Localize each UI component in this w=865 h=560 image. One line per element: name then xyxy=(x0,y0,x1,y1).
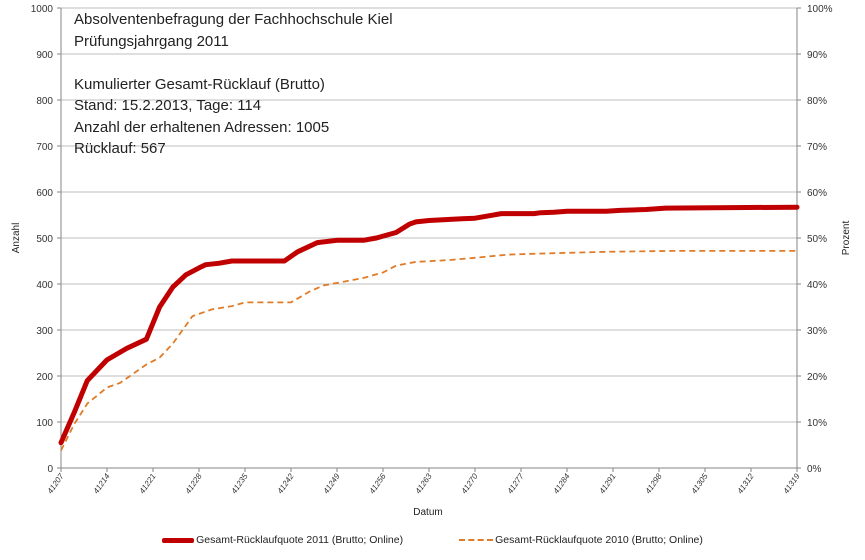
x-tick-label: 41270 xyxy=(460,472,480,496)
legend-label-2011: Gesamt-Rücklaufquote 2011 (Brutto; Onlin… xyxy=(196,534,404,546)
legend-label-2010: Gesamt-Rücklaufquote 2010 (Brutto; Onlin… xyxy=(495,534,703,546)
y2-tick-label: 40% xyxy=(807,280,827,291)
y2-tick-label: 70% xyxy=(807,142,827,153)
y-tick-label: 800 xyxy=(36,96,53,107)
y2-tick-label: 20% xyxy=(807,372,827,383)
legend-item-2011: Gesamt-Rücklaufquote 2011 (Brutto; Onlin… xyxy=(162,534,403,546)
info-line-stand: Stand: 15.2.2013, Tage: 114 xyxy=(74,97,262,114)
legend: Gesamt-Rücklaufquote 2011 (Brutto; Onlin… xyxy=(0,534,865,546)
info-box: Absolventenbefragung der Fachhochschule … xyxy=(74,9,393,160)
y-tick-label: 600 xyxy=(36,188,53,199)
y2-tick-label: 50% xyxy=(807,234,827,245)
y2-tick-label: 60% xyxy=(807,188,827,199)
legend-item-2010: Gesamt-Rücklaufquote 2010 (Brutto; Onlin… xyxy=(459,534,703,546)
y2-tick-label: 90% xyxy=(807,50,827,61)
x-axis-label: Datum xyxy=(413,507,442,518)
y2-tick-label: 10% xyxy=(807,418,827,429)
info-line-adressen: Anzahl der erhaltenen Adressen: 1005 xyxy=(74,118,330,136)
x-tick-label: 41291 xyxy=(598,472,618,495)
series-line-2010 xyxy=(60,249,797,451)
x-tick-label: 41319 xyxy=(782,472,802,496)
y-tick-label: 500 xyxy=(36,234,53,245)
info-line-blank xyxy=(74,52,393,74)
info-line-year: Prüfungsjahrgang 2011 xyxy=(74,32,229,50)
y-tick-label: 300 xyxy=(36,326,53,337)
y2-axis-label: Prozent xyxy=(841,221,852,256)
x-tick-label: 41256 xyxy=(368,472,388,496)
x-tick-label: 41249 xyxy=(322,472,342,496)
y-tick-label: 1000 xyxy=(31,4,54,15)
gridlines xyxy=(61,7,797,423)
x-tick-label: 41298 xyxy=(644,472,664,496)
y-tick-label: 400 xyxy=(36,280,53,291)
info-line-ruecklauf: Rücklauf: 567 xyxy=(74,140,166,157)
y2-tick-label: 80% xyxy=(807,96,827,107)
axes: 0 0% 100 10% 200 20% 300 30% 400 40% 500 50% 600 60% 7… xyxy=(31,4,833,495)
series-line-2011 xyxy=(58,204,800,446)
x-tick-label: 41284 xyxy=(552,472,572,496)
x-tick-label: 41263 xyxy=(414,472,434,496)
legend-swatch-solid-icon xyxy=(162,537,195,543)
x-tick-label: 41277 xyxy=(506,472,526,496)
info-line-subtitle: Kumulierter Gesamt-Rücklauf (Brutto) xyxy=(74,75,325,93)
y-axis-label: Anzahl xyxy=(11,223,22,254)
y-tick-label: 200 xyxy=(36,372,53,383)
x-tick-label: 41228 xyxy=(184,472,204,496)
y-tick-label: 0 xyxy=(47,464,53,475)
y2-tick-label: 30% xyxy=(807,326,827,337)
y-tick-label: 100 xyxy=(36,418,53,429)
x-tick-label: 41214 xyxy=(92,472,112,496)
info-line-title: Absolventenbefragung der Fachhochschule … xyxy=(74,11,393,28)
x-tick-label: 41221 xyxy=(138,472,158,495)
y-tick-label: 700 xyxy=(36,142,53,153)
legend-swatch-dashed-icon xyxy=(459,539,494,541)
y2-tick-label: 100% xyxy=(807,4,833,15)
y-tick-label: 900 xyxy=(36,50,53,61)
x-tick-label: 41312 xyxy=(736,472,756,496)
x-tick-label: 41242 xyxy=(276,472,296,496)
series-lines xyxy=(58,204,800,451)
x-tick-label: 41305 xyxy=(690,472,710,496)
y2-tick-label: 0% xyxy=(807,464,822,475)
x-tick-label: 41207 xyxy=(46,472,66,496)
x-tick-label: 41235 xyxy=(230,472,250,496)
